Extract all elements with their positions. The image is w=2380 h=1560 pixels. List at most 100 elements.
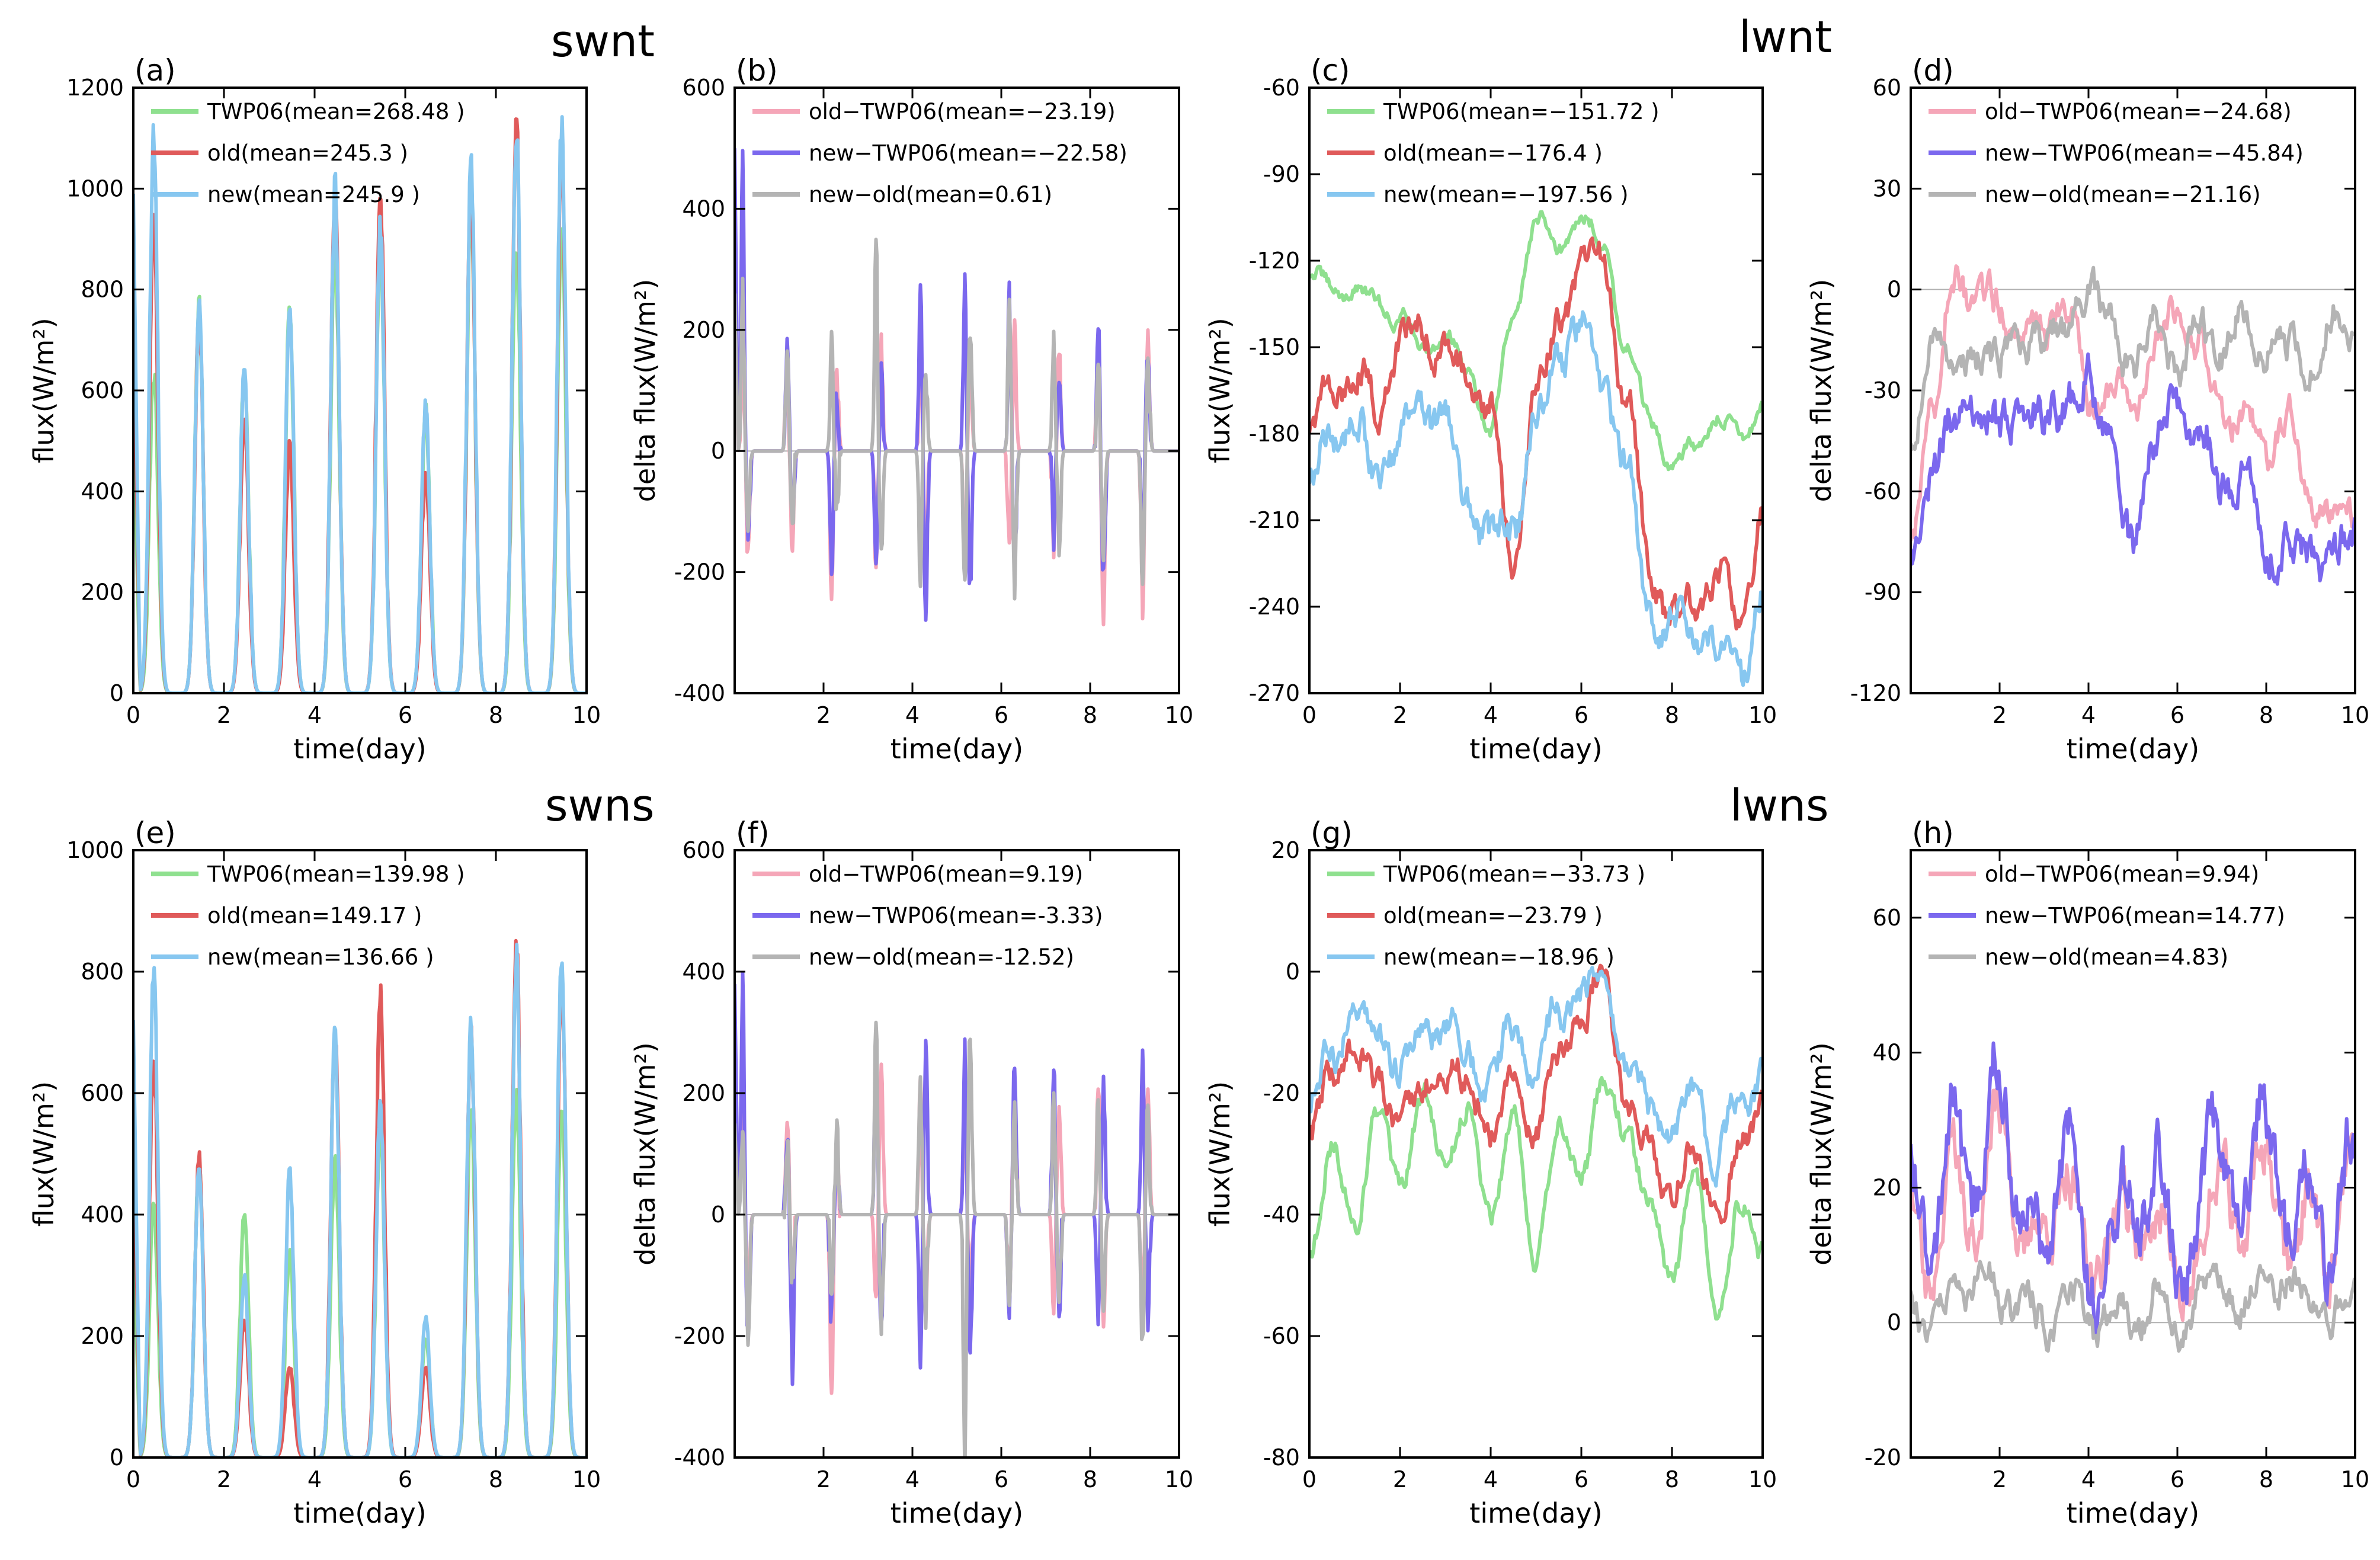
series-line-new-TWP06 bbox=[735, 971, 1179, 1386]
x-tick-label: 8 bbox=[2259, 1466, 2273, 1492]
y-tick-label: -90 bbox=[1263, 161, 1300, 187]
plot-frame bbox=[132, 849, 588, 1459]
x-tick-label: 2 bbox=[816, 1466, 831, 1492]
legend-entry-old-TWP06: old−TWP06(mean=9.94) bbox=[1985, 861, 2259, 887]
panel-tag: (c) bbox=[1311, 53, 1350, 88]
x-tick-label: 8 bbox=[1083, 1466, 1097, 1492]
y-tick-label: -210 bbox=[1249, 507, 1300, 533]
legend-entry-TWP06: TWP06(mean=139.98 ) bbox=[207, 861, 465, 887]
x-tick-label: 2 bbox=[1993, 1466, 2007, 1492]
legend-entry-new-old: new−old(mean=0.61) bbox=[809, 182, 1052, 207]
x-tick-label: 6 bbox=[994, 702, 1008, 728]
y-tick-label: 200 bbox=[81, 1323, 124, 1349]
x-axis-label: time(day) bbox=[1469, 1497, 1602, 1529]
legend-entry-new: new(mean=245.9 ) bbox=[207, 182, 420, 207]
legend-entry-TWP06: TWP06(mean=−33.73 ) bbox=[1383, 861, 1645, 887]
legend-entry-new-old: new−old(mean=−21.16) bbox=[1985, 182, 2261, 207]
group-title-lwns: lwns bbox=[1730, 780, 1829, 831]
series-line-old-TWP06 bbox=[735, 1062, 1179, 1395]
x-tick-label: 10 bbox=[1165, 702, 1193, 728]
legend-entry-new-TWP06: new−TWP06(mean=14.77) bbox=[1985, 903, 2285, 928]
y-tick-label: -120 bbox=[1249, 248, 1300, 274]
panel-tag: (e) bbox=[134, 816, 176, 850]
series-line-new-old bbox=[1911, 265, 2355, 451]
legend-entry-old: old(mean=245.3 ) bbox=[207, 140, 408, 166]
panel-f: 2 4 6 8 10 -400 -200 0 200 400 600 time(day) delta f… bbox=[629, 816, 1193, 1529]
x-tick-label: 4 bbox=[905, 702, 920, 728]
x-tick-label: 8 bbox=[1083, 702, 1097, 728]
y-axis-label: flux(W/m²) bbox=[28, 1081, 60, 1226]
y-tick-label: -240 bbox=[1249, 594, 1300, 620]
y-tick-label: 800 bbox=[81, 277, 124, 303]
x-tick-label: 4 bbox=[1484, 702, 1498, 728]
x-tick-label: 10 bbox=[2341, 702, 2369, 728]
y-axis-label: delta flux(W/m²) bbox=[629, 279, 661, 502]
x-tick-label: 4 bbox=[307, 1466, 322, 1492]
legend-entry-old: old(mean=−176.4 ) bbox=[1383, 140, 1603, 166]
y-tick-label: -60 bbox=[1263, 75, 1300, 101]
y-tick-label: -180 bbox=[1249, 421, 1300, 447]
series-layer bbox=[133, 115, 587, 693]
x-tick-label: 0 bbox=[1302, 702, 1316, 728]
series-line-new bbox=[1309, 310, 1763, 687]
panel-h: 2 4 6 8 10 -20 0 20 40 60 time(day) delta flux(W/m²… bbox=[1805, 816, 2369, 1529]
x-tick-label: 2 bbox=[217, 1466, 231, 1492]
x-tick-label: 8 bbox=[1665, 702, 1679, 728]
plot-frame bbox=[1308, 849, 1764, 1459]
plot-frame bbox=[1910, 87, 2356, 694]
legend-entry-TWP06: TWP06(mean=268.48 ) bbox=[207, 99, 465, 124]
series-line-new bbox=[133, 943, 587, 1458]
x-tick-label: 4 bbox=[905, 1466, 920, 1492]
y-tick-label: -270 bbox=[1249, 680, 1300, 706]
panel-tag: (h) bbox=[1912, 816, 1954, 850]
legend-entry-new-TWP06: new−TWP06(mean=−45.84) bbox=[1985, 140, 2304, 166]
y-tick-label: 0 bbox=[711, 1202, 725, 1228]
y-tick-label: 0 bbox=[110, 680, 124, 706]
legend-entry-TWP06: TWP06(mean=−151.72 ) bbox=[1383, 99, 1660, 124]
panel-tag: (g) bbox=[1311, 816, 1353, 850]
x-tick-label: 6 bbox=[398, 702, 412, 728]
panel-tag: (f) bbox=[736, 816, 770, 850]
y-tick-label: 1000 bbox=[66, 837, 124, 863]
x-axis-label: time(day) bbox=[293, 733, 426, 765]
x-tick-label: 6 bbox=[398, 1466, 412, 1492]
series-layer bbox=[1309, 963, 1763, 1321]
y-tick-label: 200 bbox=[682, 1080, 725, 1106]
series-line-new-TWP06 bbox=[735, 148, 1179, 622]
y-tick-label: 1000 bbox=[66, 175, 124, 201]
y-axis-label: delta flux(W/m²) bbox=[629, 1042, 661, 1266]
series-line-new bbox=[1309, 966, 1763, 1188]
x-tick-label: 6 bbox=[1574, 1466, 1588, 1492]
legend-entry-new-TWP06: new−TWP06(mean=-3.33) bbox=[809, 903, 1103, 928]
y-axis-label: delta flux(W/m²) bbox=[1805, 1042, 1837, 1266]
x-tick-label: 10 bbox=[1748, 702, 1777, 728]
panel-e: 0 2 4 6 8 10 0 200 400 600 800 1000 time(day) flux(W/… bbox=[28, 816, 601, 1529]
y-tick-label: 200 bbox=[81, 579, 124, 606]
y-tick-label: 800 bbox=[81, 959, 124, 985]
x-tick-label: 0 bbox=[126, 1466, 140, 1492]
y-tick-label: -60 bbox=[1263, 1323, 1300, 1349]
panel-tag: (a) bbox=[134, 53, 176, 88]
x-tick-label: 8 bbox=[489, 1466, 503, 1492]
series-line-new-old bbox=[735, 238, 1179, 601]
x-tick-label: 0 bbox=[1302, 1466, 1316, 1492]
x-tick-label: 10 bbox=[1748, 1466, 1777, 1492]
x-axis-label: time(day) bbox=[1469, 733, 1602, 765]
plot-frame bbox=[1308, 87, 1764, 694]
panel-d: 2 4 6 8 10 -120 -90 -60 -30 0 30 60 time(day) delta f… bbox=[1805, 53, 2369, 765]
y-tick-label: -400 bbox=[674, 1444, 725, 1471]
y-tick-label: 60 bbox=[1873, 905, 1901, 931]
x-tick-label: 2 bbox=[816, 702, 831, 728]
legend-entry-old: old(mean=−23.79 ) bbox=[1383, 903, 1603, 928]
series-line-old-TWP06 bbox=[735, 318, 1179, 627]
x-tick-label: 6 bbox=[2170, 1466, 2184, 1492]
group-title-swnt: swnt bbox=[551, 16, 655, 67]
legend-entry-old-TWP06: old−TWP06(mean=−24.68) bbox=[1985, 99, 2292, 124]
y-tick-label: 60 bbox=[1873, 75, 1901, 101]
panel-tag: (d) bbox=[1912, 53, 1954, 88]
panel-g: 0 2 4 6 8 10 -80 -60 -40 -20 0 20 time(day) flux(W/m²… bbox=[1204, 816, 1777, 1529]
series-layer bbox=[1911, 264, 2355, 586]
y-tick-label: -20 bbox=[1865, 1444, 1901, 1471]
series-line-new-old bbox=[1911, 1260, 2355, 1353]
